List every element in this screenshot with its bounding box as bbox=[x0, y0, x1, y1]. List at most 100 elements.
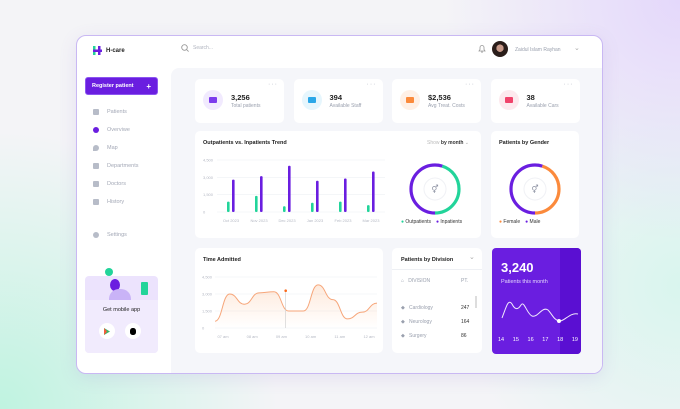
person-body bbox=[109, 289, 131, 300]
bar-inpatients bbox=[232, 179, 235, 212]
legend-male: ● Male bbox=[525, 219, 541, 225]
users-icon bbox=[93, 109, 99, 115]
bar-outpatients bbox=[255, 195, 258, 212]
chevron-down-icon[interactable]: ⌄ bbox=[574, 45, 580, 52]
day-label[interactable]: 16 bbox=[527, 337, 534, 343]
pie-icon bbox=[93, 127, 99, 133]
bar-inpatients bbox=[316, 180, 319, 212]
gender-icon: ⚥ bbox=[431, 184, 438, 194]
neurology-icon: ◆ bbox=[401, 319, 405, 325]
x-tick-label: Dec 2023 bbox=[278, 218, 296, 223]
division-row[interactable]: ◆ Surgery bbox=[401, 333, 427, 339]
division-row[interactable]: ◆ Neurology bbox=[401, 319, 432, 325]
more-icon[interactable]: ··· bbox=[465, 81, 475, 88]
bell-icon[interactable] bbox=[478, 44, 486, 53]
x-tick-label: Mar 2023 bbox=[363, 218, 381, 223]
stat-card[interactable]: ··· 38 Available Cars bbox=[490, 79, 580, 123]
app-store-button[interactable] bbox=[125, 323, 141, 339]
division-name: Surgery bbox=[409, 333, 427, 339]
y-tick-label: 0 bbox=[203, 210, 206, 215]
search-input[interactable]: Search... bbox=[193, 45, 214, 51]
search-bar[interactable]: Search... bbox=[181, 44, 213, 52]
nav-label: Doctors bbox=[107, 181, 126, 187]
more-icon[interactable]: ··· bbox=[366, 81, 377, 88]
time-admitted-card: Time Admitted 4,500 3,000 1,500 0 07 am 08 am… bbox=[195, 248, 383, 353]
x-tick-label: 12 am bbox=[363, 334, 375, 339]
x-tick-label: Oct 2023 bbox=[223, 218, 240, 223]
map-pin-icon bbox=[93, 145, 99, 151]
nav-label: Map bbox=[107, 145, 118, 151]
selected-day-column bbox=[560, 248, 581, 354]
division-value: 247 bbox=[461, 305, 470, 311]
x-tick-label: 10 am bbox=[305, 334, 317, 339]
trend-title: Outpatients vs. Inpatients Trend bbox=[203, 140, 287, 146]
division-name: Neurology bbox=[409, 319, 432, 325]
x-tick-label: 09 am bbox=[276, 334, 288, 339]
stat-label: Available Staff bbox=[329, 103, 362, 109]
logo-icon bbox=[93, 46, 102, 55]
day-label[interactable]: 18 bbox=[557, 337, 564, 343]
division-row[interactable]: ◆ Cardiology bbox=[401, 305, 433, 311]
division-title: Patients by Division bbox=[401, 257, 454, 263]
sidebar-item-history[interactable]: History bbox=[93, 199, 124, 205]
avatar[interactable] bbox=[492, 41, 508, 57]
day-label[interactable]: 17 bbox=[542, 337, 549, 343]
stat-label: Total patients bbox=[231, 103, 261, 109]
sidebar-item-patients[interactable]: Patients bbox=[93, 109, 127, 115]
sidebar-item-settings[interactable]: Settings bbox=[93, 232, 127, 238]
plus-icon: + bbox=[146, 81, 151, 91]
sidebar-item-overview[interactable]: Overviwe bbox=[93, 127, 130, 133]
stat-card[interactable]: ··· $2,536 Avg Treat. Costs bbox=[392, 79, 481, 123]
trend-card: Outpatients vs. Inpatients Trend Show by… bbox=[195, 131, 481, 238]
month-label: Patients this month bbox=[501, 279, 548, 285]
brand-name: H-care bbox=[106, 47, 125, 54]
stat-card[interactable]: ··· 3,256 Total patients bbox=[195, 79, 284, 123]
month-card: 3,240 Patients this month 14 15 16 17 18 19 bbox=[492, 248, 581, 354]
time-admitted-chart: 4,500 3,000 1,500 0 07 am 08 am 09 am 10 am 11 a… bbox=[202, 275, 378, 339]
bed-icon bbox=[203, 90, 223, 110]
time-title: Time Admitted bbox=[203, 257, 241, 263]
legend-label: Male bbox=[529, 219, 541, 225]
legend-label: Female bbox=[503, 219, 521, 225]
chevron-down-icon[interactable]: ⌄ bbox=[469, 254, 475, 261]
gender-legend: ● Female ● Male bbox=[499, 219, 540, 225]
x-tick-label: Nov 2023 bbox=[250, 218, 268, 223]
bar-outpatients bbox=[367, 205, 370, 212]
register-patient-button[interactable]: Register patient + bbox=[85, 77, 158, 95]
person-illustration bbox=[110, 279, 120, 291]
google-play-icon bbox=[104, 327, 110, 335]
gender-donut: ⚥ bbox=[509, 163, 561, 215]
sidebar-item-doctors[interactable]: Doctors bbox=[93, 181, 126, 187]
bar-outpatients bbox=[283, 206, 286, 212]
bar-inpatients bbox=[344, 178, 347, 212]
stat-label: Avg Treat. Costs bbox=[428, 103, 465, 109]
bar-inpatients bbox=[288, 165, 291, 212]
stat-card[interactable]: ··· 394 Available Staff bbox=[293, 79, 383, 123]
trend-bar-chart: 4,500 3,000 1,500 0 Oct 2023 Nov 2023 Dec 2023… bbox=[203, 158, 385, 223]
chevron-down-icon: ⌄ bbox=[464, 140, 469, 146]
division-card: Patients by Division ⌄ ⌂ DIVISION PT. ◆ … bbox=[392, 248, 482, 353]
history-icon bbox=[93, 199, 99, 205]
y-tick-label: 1,500 bbox=[202, 309, 213, 314]
more-icon[interactable]: ··· bbox=[268, 81, 278, 88]
bar-inpatients bbox=[260, 176, 263, 212]
day-label[interactable]: 15 bbox=[512, 337, 519, 343]
scrollbar[interactable] bbox=[475, 296, 477, 308]
day-label[interactable]: 14 bbox=[498, 337, 505, 343]
more-icon[interactable]: ··· bbox=[563, 81, 574, 88]
sidebar-item-map[interactable]: Map bbox=[93, 145, 118, 151]
google-play-button[interactable] bbox=[99, 323, 115, 339]
sidebar-item-departments[interactable]: Departments bbox=[93, 163, 139, 169]
nav-label: Settings bbox=[107, 232, 127, 238]
promo-label: Get mobile app bbox=[102, 307, 141, 313]
donut-center bbox=[423, 177, 447, 201]
period-select[interactable]: Show by month ⌄ bbox=[427, 140, 469, 146]
y-tick-label: 1,500 bbox=[203, 192, 214, 197]
bar-outpatients bbox=[311, 202, 314, 212]
donut-slice-inpatients bbox=[409, 163, 461, 215]
donut-center bbox=[523, 177, 547, 201]
col-division: DIVISION bbox=[408, 278, 431, 284]
user-name[interactable]: Zaidul Islam Rayhan bbox=[515, 47, 561, 53]
day-label[interactable]: 19 bbox=[571, 337, 578, 343]
division-value: 86 bbox=[461, 333, 467, 339]
